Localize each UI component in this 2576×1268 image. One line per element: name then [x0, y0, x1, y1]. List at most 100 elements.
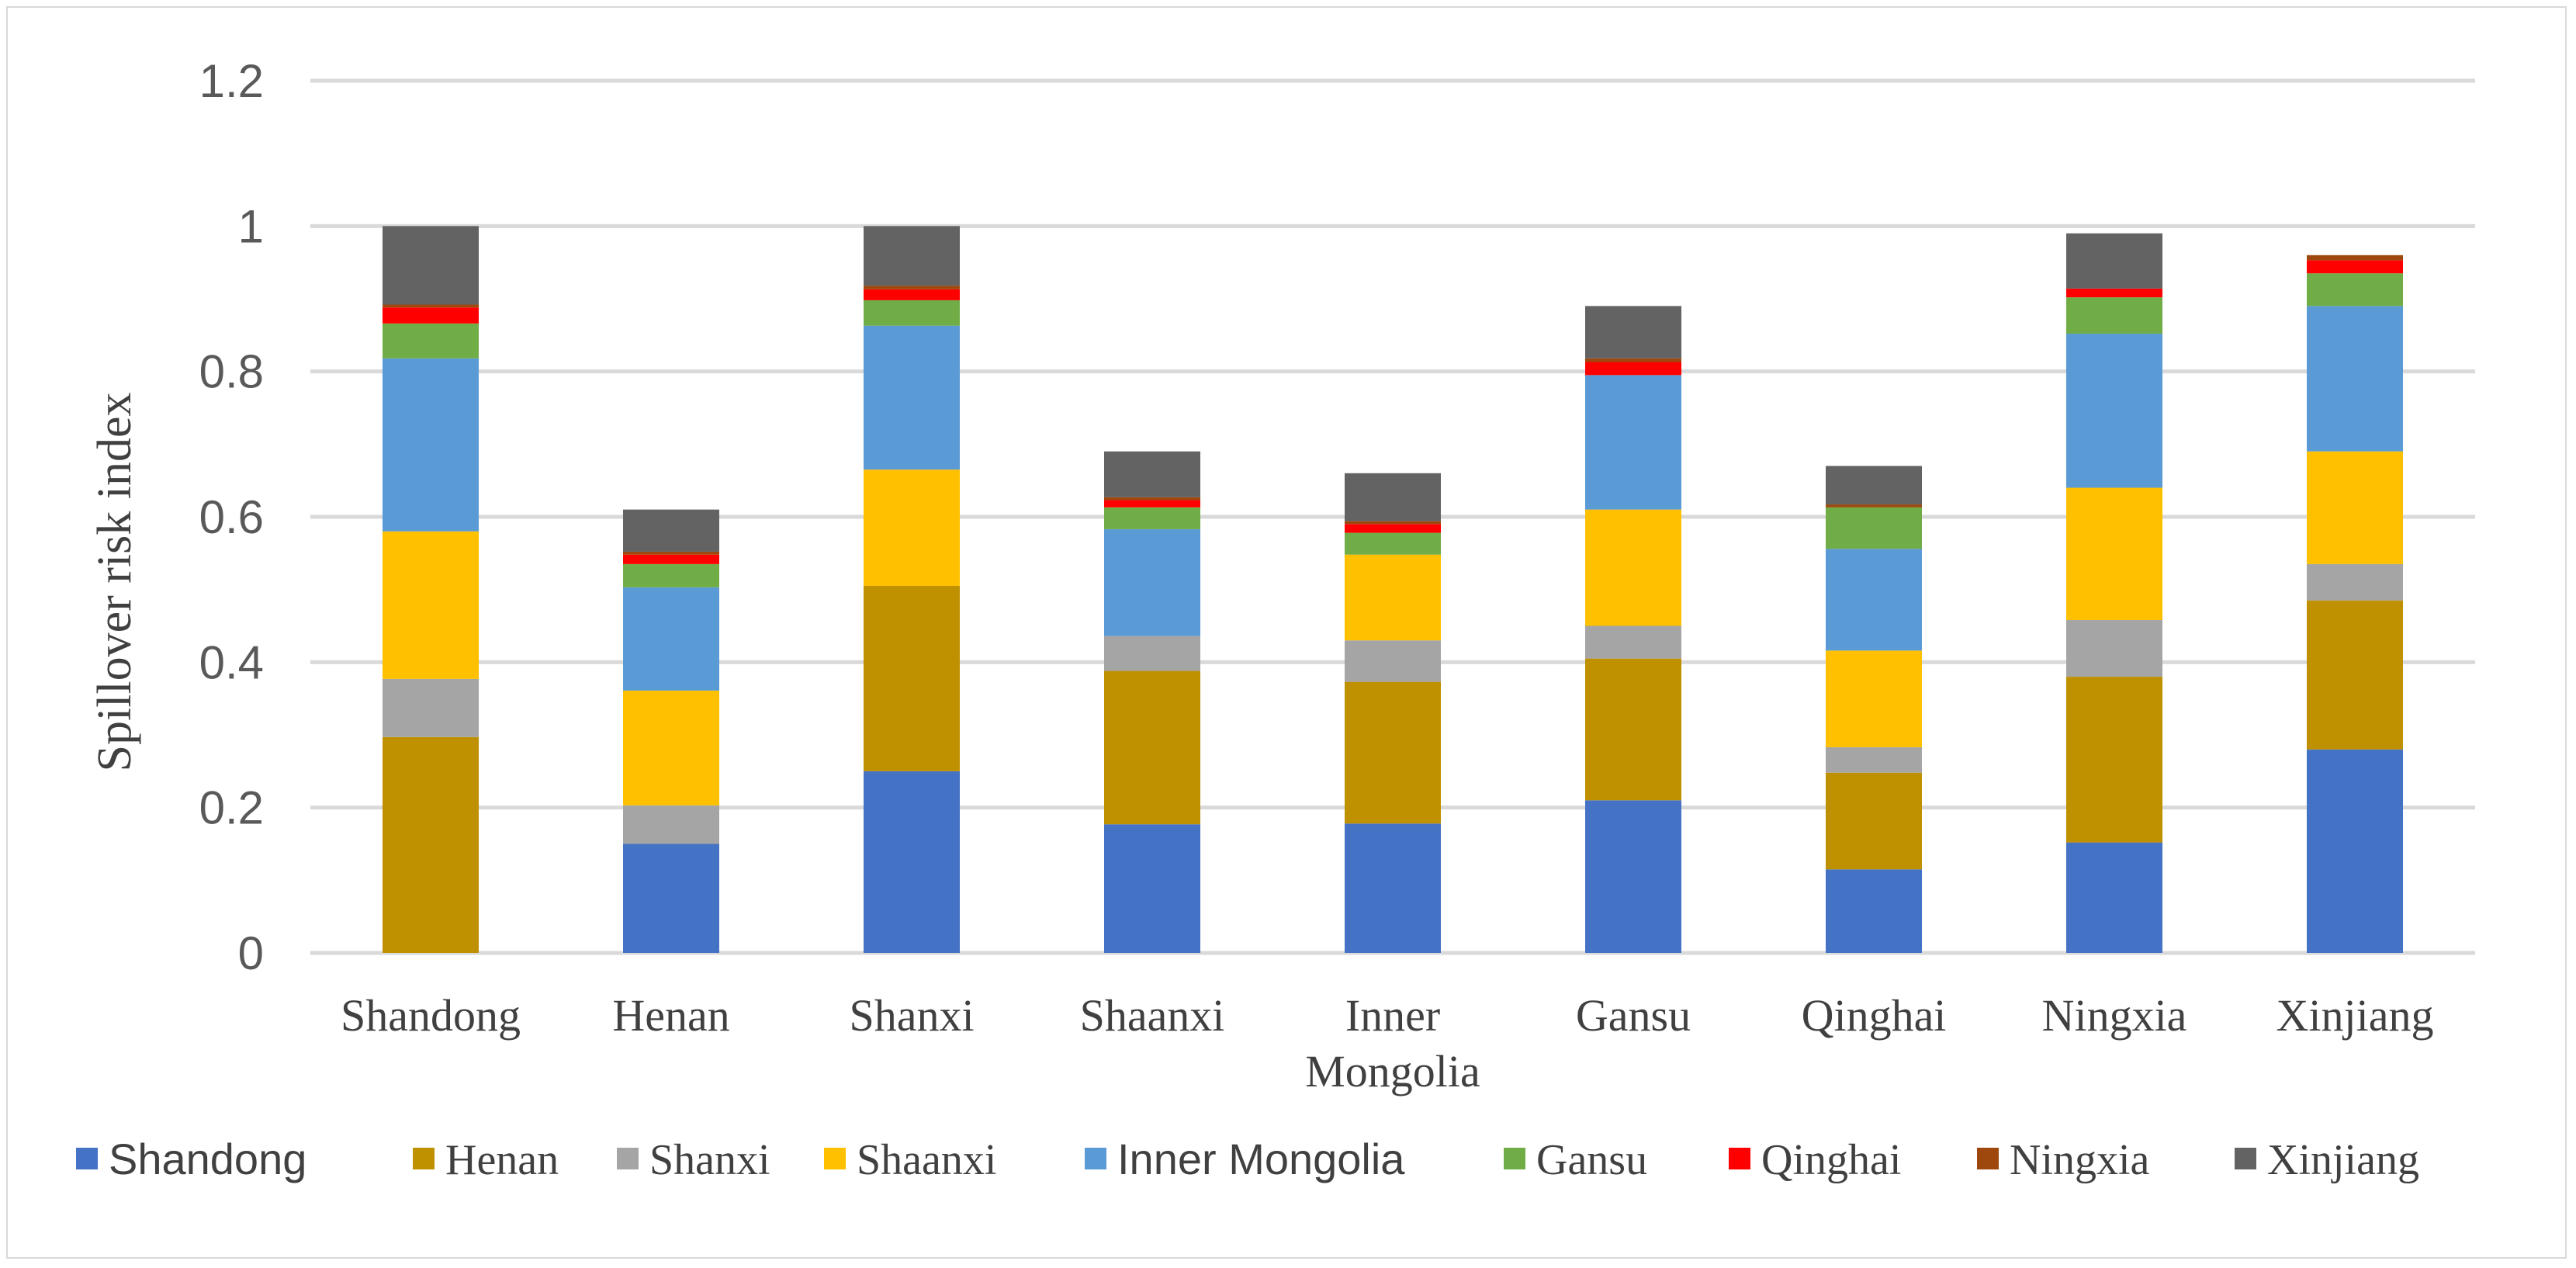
- legend-item: Ningxia: [1977, 1136, 2150, 1184]
- legend-swatch: [413, 1148, 435, 1169]
- x-category-label-line: Gansu: [1576, 990, 1691, 1041]
- bar-segment: [2066, 842, 2162, 953]
- bar-segment: [623, 551, 719, 555]
- bar-segment: [1345, 554, 1441, 641]
- bar-segment: [1345, 681, 1441, 824]
- y-tick-label: 0.4: [199, 636, 264, 688]
- bar-segment: [1826, 466, 1922, 505]
- bar-segment: [1585, 362, 1681, 376]
- x-category-label: Shandong: [341, 990, 521, 1041]
- bar-segment: [623, 805, 719, 844]
- bar-segment: [1826, 772, 1922, 870]
- legend: Shandong Henan Shanxi Shaanxi Inner Mongolia…: [76, 1135, 2419, 1184]
- bar-segment: [1104, 507, 1200, 529]
- legend-swatch: [617, 1148, 639, 1169]
- bar-segment: [623, 509, 719, 552]
- legend-item: Qinghai: [1729, 1136, 1901, 1184]
- x-category-label-line: Shanxi: [849, 990, 974, 1041]
- bar-segment: [864, 226, 960, 286]
- bar-segment: [1585, 375, 1681, 510]
- legend-swatch: [1977, 1148, 1999, 1169]
- bar-segment: [1104, 636, 1200, 671]
- legend-item: Xinjiang: [2235, 1136, 2419, 1184]
- bar-segment: [2307, 451, 2403, 564]
- y-axis-label: Spillover risk index: [88, 392, 141, 771]
- x-category-label-line: Inner: [1345, 990, 1440, 1041]
- bar-segment: [2066, 233, 2162, 289]
- bar-segment: [1826, 747, 1922, 773]
- bar-segment: [1585, 625, 1681, 659]
- bar-segment: [383, 678, 479, 737]
- x-category-label: Gansu: [1576, 990, 1691, 1041]
- bar-segment: [383, 358, 479, 532]
- y-tick-label: 0.6: [199, 491, 264, 543]
- bar-segment: [2066, 620, 2162, 677]
- bar-segment: [2066, 487, 2162, 621]
- bar-segment: [623, 554, 719, 564]
- legend-label: Henan: [445, 1136, 559, 1184]
- legend-label: Ningxia: [2010, 1136, 2150, 1184]
- bar-segment: [1345, 823, 1441, 953]
- bar-segment: [2307, 273, 2403, 307]
- bar-segment: [2066, 297, 2162, 334]
- bar-segment: [2307, 255, 2403, 261]
- bar-segment: [1345, 521, 1441, 525]
- bar-segment: [2307, 600, 2403, 750]
- x-category-label: Henan: [612, 990, 729, 1041]
- y-tick-label: 0.8: [199, 346, 264, 398]
- bar-segment: [2307, 306, 2403, 452]
- legend-label: Xinjiang: [2267, 1136, 2419, 1184]
- y-tick-label: 0.2: [199, 782, 264, 834]
- bar-segment: [2066, 333, 2162, 488]
- legend-swatch: [76, 1148, 98, 1169]
- legend-swatch: [824, 1148, 846, 1169]
- legend-label: Shandong: [109, 1135, 306, 1183]
- x-category-label: Xinjiang: [2277, 990, 2434, 1041]
- bar-segment: [1104, 824, 1200, 953]
- bar-segment: [383, 307, 479, 324]
- x-category-label: Shaanxi: [1080, 990, 1225, 1041]
- legend-item: Shanxi: [617, 1136, 770, 1184]
- bar-segment: [864, 325, 960, 470]
- legend-swatch: [2235, 1148, 2256, 1169]
- legend-swatch: [1504, 1148, 1525, 1169]
- bar-segment: [1104, 500, 1200, 508]
- bar-segment: [1104, 497, 1200, 501]
- x-category-label-line: Mongolia: [1305, 1046, 1480, 1097]
- x-category-labels: Shandong Henan Shanxi Shaanxi Inner Mongolia G…: [341, 990, 2433, 1097]
- bar-segment: [1104, 528, 1200, 636]
- bar-segment: [383, 304, 479, 308]
- bar-segment: [1345, 473, 1441, 521]
- bar-segment: [383, 323, 479, 359]
- legend-label: Shanxi: [649, 1136, 770, 1184]
- legend-item: Inner Mongolia: [1085, 1135, 1405, 1183]
- bar-segment: [2066, 677, 2162, 843]
- bar-segment: [1345, 532, 1441, 555]
- bar-segment: [1585, 800, 1681, 953]
- bar-segment: [1345, 524, 1441, 533]
- bar-segment: [864, 585, 960, 771]
- legend-label: Gansu: [1536, 1136, 1647, 1184]
- y-tick-label: 1.2: [199, 55, 264, 107]
- x-category-label: Shanxi: [849, 990, 974, 1041]
- bar-segment: [1826, 869, 1922, 953]
- x-category-label: Qinghai: [1802, 990, 1947, 1041]
- x-category-label-line: Qinghai: [1802, 990, 1947, 1041]
- y-tick-label: 0: [238, 927, 264, 979]
- bar-segment: [623, 844, 719, 953]
- bars: [383, 226, 2403, 953]
- x-category-label-line: Shaanxi: [1080, 990, 1225, 1041]
- bar-segment: [1826, 504, 1922, 508]
- legend-item: Shaanxi: [824, 1136, 996, 1184]
- legend-label: Shaanxi: [857, 1136, 996, 1184]
- bar-segment: [1585, 509, 1681, 626]
- bar-segment: [1826, 549, 1922, 651]
- x-category-label-line: Xinjiang: [2277, 990, 2434, 1041]
- bar-segment: [864, 771, 960, 953]
- bar-segment: [383, 226, 479, 305]
- bar-segment: [1345, 640, 1441, 682]
- y-tick-labels: 0 0.2 0.4 0.6 0.8 1 1.2: [199, 55, 264, 979]
- legend-item: Shandong: [76, 1135, 306, 1183]
- legend-swatch: [1085, 1148, 1106, 1169]
- bar-segment: [383, 531, 479, 679]
